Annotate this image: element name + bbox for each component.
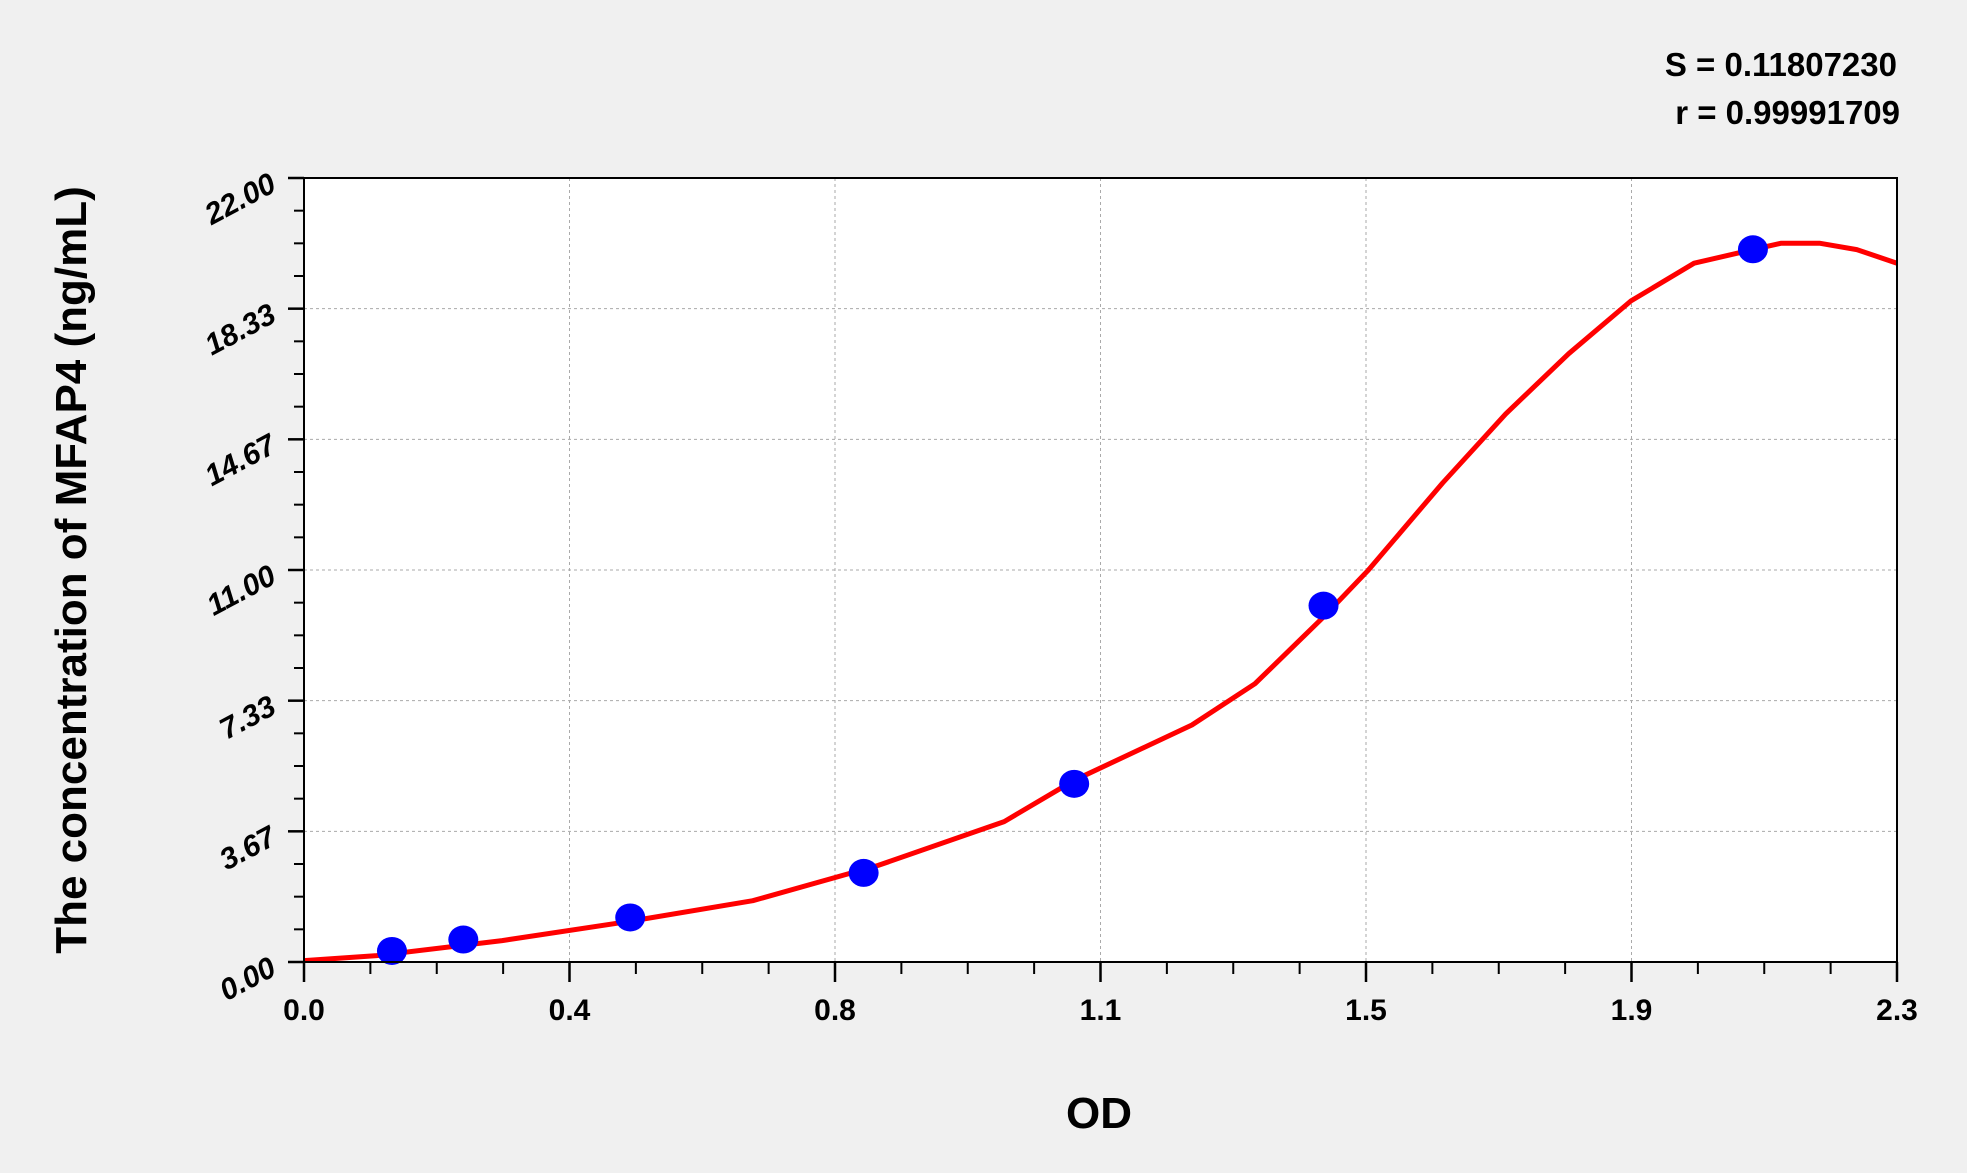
plot-frame bbox=[303, 177, 1898, 963]
data-point bbox=[376, 936, 407, 965]
s-statistic: S = 0.11807230 bbox=[1665, 46, 1897, 83]
y-tick-label: 3.67 bbox=[214, 820, 282, 877]
y-tick-label: 18.33 bbox=[200, 298, 282, 363]
y-axis-title: The concentration of MFAP4 (ng/mL) bbox=[47, 186, 96, 954]
x-tick-label: 1.5 bbox=[1345, 994, 1387, 1027]
x-tick-labels: 0.0 0.4 0.8 1.1 1.5 1.9 2.3 bbox=[283, 994, 1918, 1027]
y-tick-label: 7.33 bbox=[214, 690, 281, 747]
data-point bbox=[1737, 235, 1768, 264]
x-tick-label: 2.3 bbox=[1876, 994, 1918, 1027]
x-tick-label: 1.1 bbox=[1080, 994, 1122, 1027]
x-axis-title: OD bbox=[1066, 1089, 1132, 1138]
data-point bbox=[1059, 769, 1090, 798]
x-tick-label: 0.4 bbox=[549, 994, 591, 1027]
ticks bbox=[288, 176, 1899, 982]
x-tick-label: 1.9 bbox=[1611, 994, 1653, 1027]
x-tick-label: 0.0 bbox=[283, 994, 325, 1027]
y-tick-labels: 0.00 3.67 7.33 11.00 14.67 18.33 22.00 bbox=[199, 167, 283, 1008]
data-point bbox=[448, 925, 479, 954]
y-tick-label: 11.00 bbox=[201, 559, 281, 622]
y-tick-label: 22.00 bbox=[199, 167, 282, 232]
data-point bbox=[1308, 591, 1339, 620]
data-point bbox=[848, 858, 879, 887]
y-tick-label: 0.00 bbox=[214, 951, 281, 1008]
x-tick-label: 0.8 bbox=[814, 994, 856, 1027]
data-point bbox=[615, 903, 646, 932]
r-statistic: r = 0.99991709 bbox=[1675, 94, 1900, 131]
y-tick-label: 14.67 bbox=[200, 428, 283, 493]
data-points bbox=[376, 235, 1768, 965]
